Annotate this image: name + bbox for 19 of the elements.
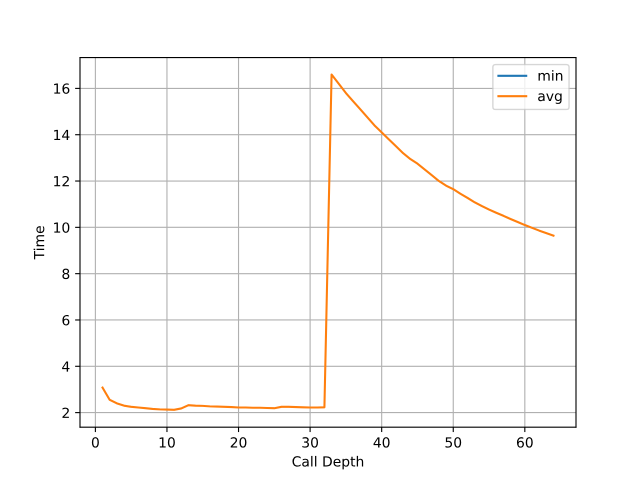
y-tick-label: 4 [62,361,70,372]
y-tick-label: 10 [54,222,70,233]
y-tick-label: 14 [54,130,70,140]
y-tick-label: 8 [62,268,70,280]
y-axis-title: Time [34,226,44,260]
x-tick-label: 0 [92,437,99,448]
x-tick-label: 40 [374,437,390,448]
x-tick-label: 10 [160,437,175,448]
x-tick-label: 30 [302,437,318,448]
x-tick-label: 60 [516,437,533,448]
y-tick-label: 16 [54,83,70,94]
x-tick-label: 20 [230,437,246,448]
x-tick-label: 50 [445,437,462,448]
legend-label: avg [538,93,562,104]
y-tick-label: 2 [62,408,69,418]
legend-label: min [538,70,562,81]
y-tick-label: 6 [62,314,70,326]
x-axis-title: Call Depth [292,456,364,470]
y-tick-label: 12 [54,176,69,186]
